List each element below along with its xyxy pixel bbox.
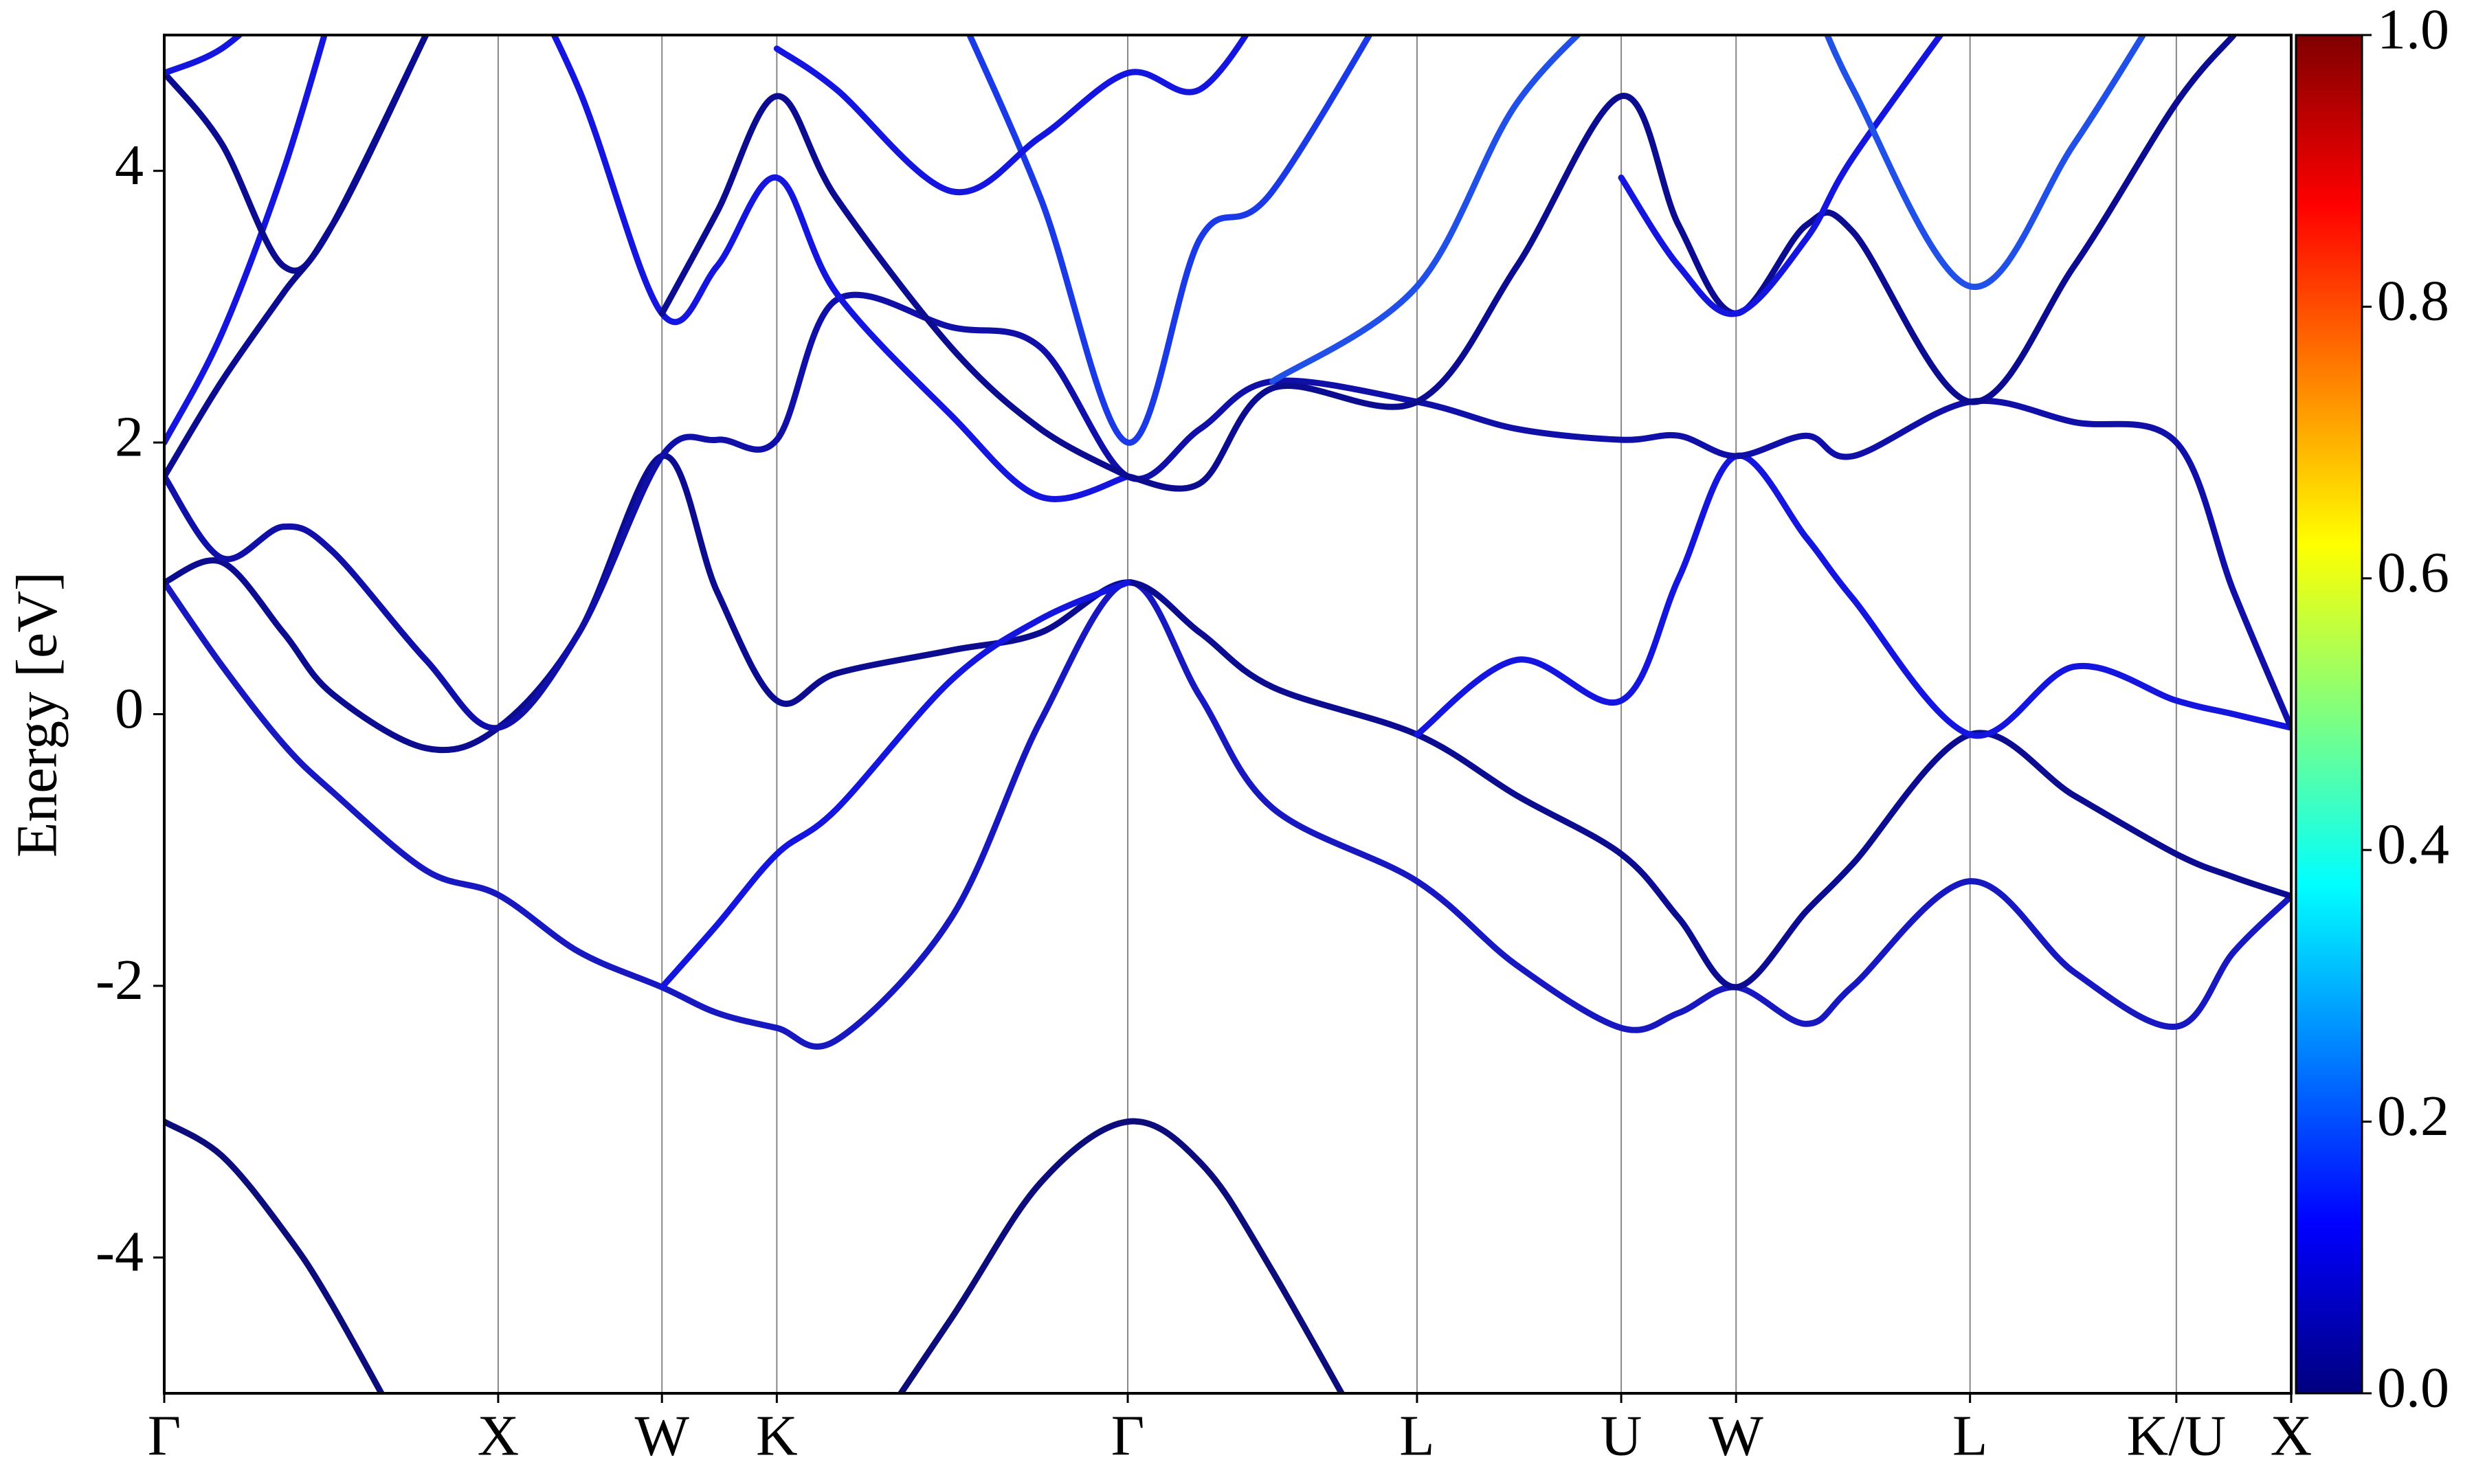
x-tick-label: X	[2271, 1404, 2313, 1468]
band-line	[773, 35, 1250, 196]
y-tick-label: 2	[115, 405, 144, 469]
x-tick-label: U	[1601, 1404, 1642, 1468]
colorbar-tick-label: 1.0	[2377, 0, 2449, 61]
band-line	[966, 35, 1373, 446]
x-tick-label: L	[1952, 1404, 1987, 1468]
band-line	[658, 93, 1131, 480]
x-tick-label: Γ	[148, 1404, 181, 1468]
y-tick-label: -2	[96, 948, 144, 1012]
y-axis-label: Energy [eV]	[5, 572, 69, 857]
colorbar-tick-label: 0.4	[2377, 812, 2449, 876]
x-tick-label: W	[1709, 1404, 1764, 1468]
band-line	[164, 579, 2291, 1050]
band-line	[164, 1118, 386, 1393]
x-tick-label: K	[756, 1404, 798, 1468]
band-line	[897, 1118, 1346, 1393]
band-line	[1618, 35, 1945, 317]
colorbar	[2295, 34, 2363, 1395]
colorbar-tick-label: 0.8	[2377, 269, 2449, 333]
band-line	[658, 579, 1131, 991]
band-line	[164, 35, 244, 76]
grid	[164, 35, 2292, 1393]
band-line	[164, 35, 430, 274]
plot-frame	[163, 34, 2293, 1395]
band-line	[164, 453, 2291, 991]
band-line	[1124, 35, 2237, 492]
band-line	[164, 35, 328, 446]
band-line	[550, 35, 1131, 502]
x-tick-label: W	[635, 1404, 690, 1468]
bands	[164, 35, 2291, 1393]
band-line	[1269, 35, 1583, 385]
x-tick-label: Γ	[1111, 1404, 1145, 1468]
band-line	[1414, 452, 2291, 739]
colorbar-tick-label: 0.0	[2377, 1356, 2449, 1419]
y-tick-label: -4	[96, 1220, 144, 1284]
colorbar-tick-label: 0.2	[2377, 1084, 2449, 1148]
ticks: Γ X W K Γ L U W L K/U X -4 -2 0 2 4 0.0 0.2 0.4 0.6 0.8 1.0	[96, 0, 2449, 1468]
x-tick-label: L	[1399, 1404, 1434, 1468]
y-tick-label: 4	[115, 133, 144, 197]
colorbar-tick-label: 0.6	[2377, 541, 2449, 605]
band-line	[164, 291, 2291, 732]
x-tick-label: X	[478, 1404, 520, 1468]
y-tick-label: 0	[115, 677, 144, 741]
x-tick-label: K/U	[2127, 1404, 2227, 1468]
band-line	[164, 35, 430, 480]
band-line	[1824, 35, 2147, 290]
